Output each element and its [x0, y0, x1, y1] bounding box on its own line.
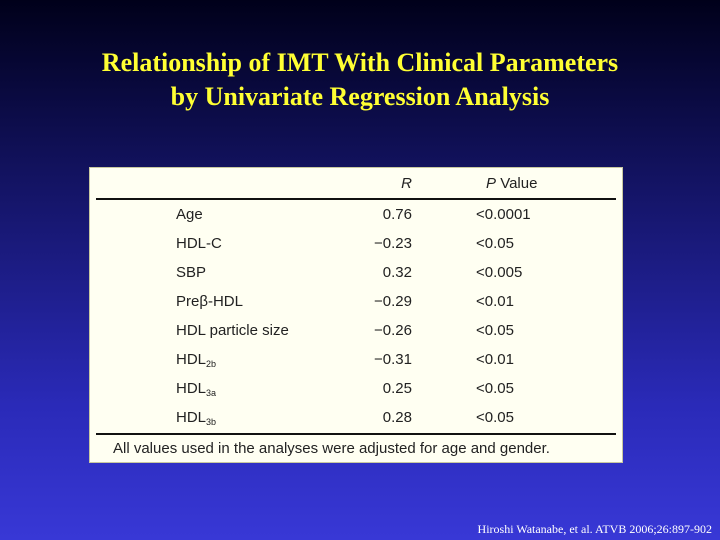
row-p: <0.01 — [476, 293, 514, 310]
row-name: HDL-C — [176, 235, 222, 253]
header-rule — [96, 198, 616, 200]
row-name-sub: 2b — [206, 359, 217, 369]
row-name-text: SBP — [176, 264, 207, 281]
row-name-sub: 3b — [206, 417, 217, 427]
row-name: HDL3b — [176, 409, 216, 427]
row-name: SBP — [176, 264, 206, 282]
row-r: 0.25 — [382, 380, 412, 397]
footnote: All values used in the analyses were adj… — [113, 440, 550, 457]
row-p: <0.05 — [476, 235, 514, 252]
row-name-text: HDL-C — [176, 235, 222, 252]
row-p: <0.05 — [476, 322, 514, 339]
table: R P Value All values used in the analyse… — [89, 167, 623, 463]
row-r: 0.28 — [382, 409, 412, 426]
row-name-text: HDL — [176, 351, 207, 368]
row-name: HDL3a — [176, 380, 216, 398]
row-p: <0.05 — [476, 380, 514, 397]
row-r: −0.31 — [374, 351, 412, 368]
header-r: R — [401, 175, 412, 192]
row-r: 0.32 — [382, 264, 412, 281]
row-name-text: Age — [176, 206, 203, 223]
header-p-italic: P — [486, 175, 497, 192]
row-name: Preβ-HDL — [176, 293, 243, 311]
bottom-rule — [96, 433, 616, 435]
header-p: P Value — [486, 175, 537, 193]
row-p: <0.01 — [476, 351, 514, 368]
row-name-text: HDL particle size — [176, 322, 289, 339]
row-name-text: HDL — [176, 409, 207, 426]
row-r: −0.29 — [374, 293, 412, 310]
row-name: Age — [176, 206, 203, 224]
title-line: by Univariate Regression Analysis — [170, 82, 550, 111]
row-p: <0.005 — [476, 264, 523, 281]
row-name-sub: 3a — [206, 388, 217, 398]
row-name-text: Preβ-HDL — [176, 293, 243, 310]
row-p: <0.05 — [476, 409, 514, 426]
row-r: −0.26 — [374, 322, 412, 339]
row-p: <0.0001 — [476, 206, 531, 223]
row-name-text: HDL — [176, 380, 207, 397]
row-r: −0.23 — [374, 235, 412, 252]
citation: Hiroshi Watanabe, et al. ATVB 2006;26:89… — [477, 522, 712, 536]
title-line: Relationship of IMT With Clinical Parame… — [101, 48, 619, 77]
row-name: HDL2b — [176, 351, 216, 369]
row-r: 0.76 — [382, 206, 412, 223]
header-p-rest: Value — [500, 175, 538, 192]
row-name: HDL particle size — [176, 322, 289, 340]
